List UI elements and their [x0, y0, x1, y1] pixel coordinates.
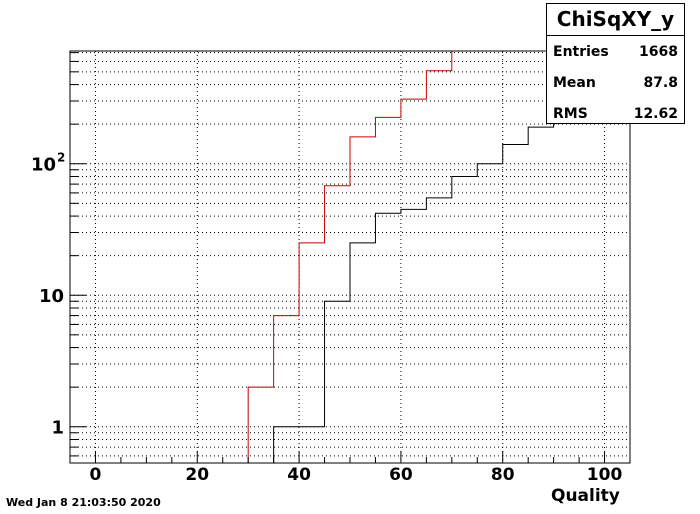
stats-title: ChiSqXY_y — [547, 4, 684, 36]
y-tick-label: 10 — [31, 155, 56, 176]
stats-rms-label: RMS — [553, 106, 588, 122]
stats-entries-row: Entries 1668 — [553, 42, 678, 62]
date-stamp: Wed Jan 8 21:03:50 2020 — [6, 496, 161, 509]
x-tick-label: 80 — [491, 465, 515, 485]
x-tick-label: 60 — [389, 465, 413, 485]
stats-entries-value: 1668 — [639, 44, 678, 60]
stats-mean-value: 87.8 — [643, 75, 678, 91]
x-axis-title: Quality — [551, 486, 620, 506]
y-tick-label: 1 — [51, 418, 64, 439]
stats-rms-value: 12.62 — [633, 106, 678, 122]
stats-box: ChiSqXY_y Entries 1668 Mean 87.8 RMS 12.… — [546, 3, 685, 124]
stats-rms-row: RMS 12.62 — [553, 104, 678, 124]
y-tick-label: 10 — [39, 286, 64, 307]
stats-mean-label: Mean — [553, 75, 596, 91]
stats-mean-row: Mean 87.8 — [553, 73, 678, 93]
x-tick-label: 20 — [185, 465, 209, 485]
y-tick-label-exponent: 2 — [57, 151, 65, 165]
stats-entries-label: Entries — [553, 44, 609, 60]
x-tick-label: 100 — [587, 465, 623, 485]
x-tick-label: 40 — [287, 465, 311, 485]
x-tick-label: 0 — [90, 465, 102, 485]
